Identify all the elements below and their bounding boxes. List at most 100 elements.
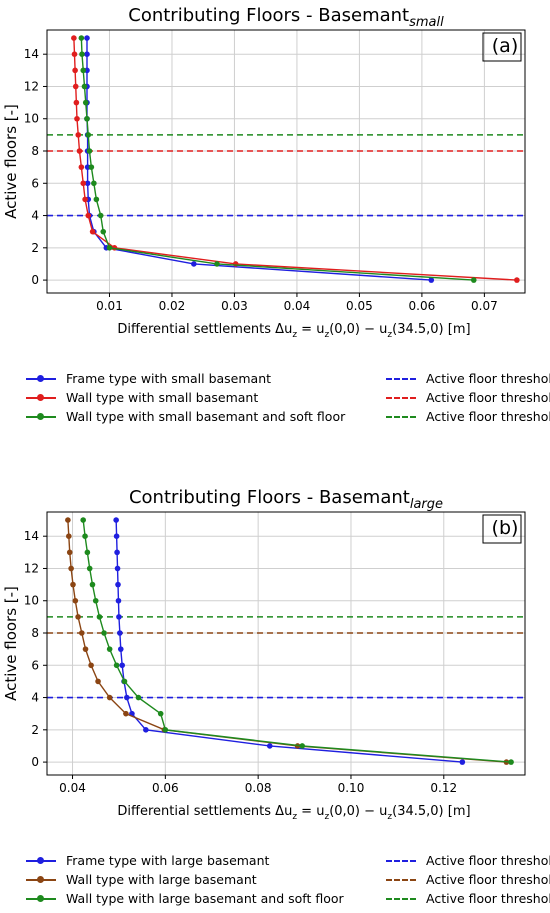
data-point xyxy=(100,228,107,235)
data-point xyxy=(70,581,76,588)
data-point xyxy=(135,694,142,701)
data-point xyxy=(115,597,122,604)
panel-label: (b) xyxy=(492,517,519,539)
legend-label: Wall type with large basemant and soft f… xyxy=(66,891,344,906)
data-point xyxy=(79,51,85,58)
data-point xyxy=(68,565,74,572)
data-point xyxy=(106,245,113,251)
x-tick-label: 0.04 xyxy=(284,299,311,313)
data-point xyxy=(459,759,466,765)
y-tick-label: 8 xyxy=(31,626,39,640)
data-point xyxy=(92,597,99,604)
data-point xyxy=(78,35,85,41)
data-point xyxy=(115,581,121,588)
data-point xyxy=(114,549,120,556)
x-tick-label: 0.04 xyxy=(59,781,86,795)
legend-marker xyxy=(37,857,44,864)
chart-panel-a: 0.01 0.02 0.03 0.04 0.05 0.06 0.07 0 2 4 6 8 10 12 14 C… xyxy=(2,5,526,340)
data-point xyxy=(72,67,78,74)
data-point xyxy=(117,646,124,652)
data-point xyxy=(80,517,86,523)
data-point xyxy=(93,196,100,203)
y-tick-label: 8 xyxy=(31,144,39,158)
y-axis-label: Active floors [-] xyxy=(2,586,20,701)
legend-label: Active floor threshold xyxy=(426,409,550,424)
data-point xyxy=(84,180,91,187)
x-axis-label: Differential settlements Δuz = uz(0,0) −… xyxy=(117,804,470,822)
x-tick-label: 0.06 xyxy=(152,781,179,795)
data-point xyxy=(84,549,91,556)
data-point xyxy=(113,662,120,669)
y-tick-label: 14 xyxy=(24,529,39,543)
data-point xyxy=(101,630,107,636)
data-point xyxy=(74,115,80,122)
data-point xyxy=(80,67,87,74)
y-tick-label: 14 xyxy=(24,47,39,61)
y-tick-label: 4 xyxy=(31,691,39,705)
panel-label: (a) xyxy=(492,35,518,57)
x-tick-label: 0.02 xyxy=(159,299,186,313)
data-point xyxy=(81,83,88,90)
panel-label-box xyxy=(482,514,522,544)
data-point xyxy=(89,228,96,235)
data-point xyxy=(71,51,78,58)
legend-label: Frame type with large basemant xyxy=(66,853,270,868)
data-point xyxy=(86,148,93,154)
data-point xyxy=(85,212,92,219)
legend-label: Active floor threshold xyxy=(426,853,550,868)
data-point xyxy=(84,115,90,122)
data-point xyxy=(143,727,149,733)
legend-swatch xyxy=(386,397,416,399)
data-point xyxy=(299,743,306,749)
x-tick-label: 0.06 xyxy=(409,299,436,313)
data-point xyxy=(106,694,113,701)
legend-label: Active floor threshold xyxy=(426,872,550,887)
legend-label: Wall type with small basemant xyxy=(66,390,259,405)
legend-swatch xyxy=(386,879,416,881)
data-point xyxy=(82,99,89,106)
legend-top: Frame type with small basemant Wall type … xyxy=(0,371,550,431)
data-point xyxy=(266,743,273,749)
legend-swatch xyxy=(386,898,416,900)
plot-frame xyxy=(46,511,526,776)
data-point xyxy=(124,694,130,701)
x-tick-label: 0.08 xyxy=(245,781,272,795)
y-tick-label: 4 xyxy=(31,209,39,223)
data-point xyxy=(95,678,101,685)
x-tick-label: 0.01 xyxy=(96,299,123,313)
data-point xyxy=(80,180,87,187)
data-point xyxy=(78,164,85,170)
y-tick-label: 6 xyxy=(31,176,39,190)
data-point xyxy=(85,132,92,138)
data-point xyxy=(157,710,164,717)
chart-title: Contributing Floors - Basemantsmall xyxy=(128,5,444,30)
legend-marker xyxy=(37,876,44,883)
x-tick-label: 0.03 xyxy=(221,299,248,313)
y-tick-label: 12 xyxy=(24,561,39,575)
legend-swatch xyxy=(386,860,416,862)
legend-marker xyxy=(37,394,44,401)
x-tick-label: 0.07 xyxy=(471,299,498,313)
y-tick-label: 2 xyxy=(31,241,39,255)
data-point xyxy=(514,277,520,283)
y-tick-label: 2 xyxy=(31,723,39,737)
data-point xyxy=(82,646,89,652)
y-tick-label: 0 xyxy=(31,755,39,769)
data-point xyxy=(82,196,88,203)
data-point xyxy=(88,662,94,669)
data-point xyxy=(82,533,88,540)
data-point xyxy=(114,565,121,572)
data-point xyxy=(84,35,90,41)
data-point xyxy=(117,630,123,636)
legend-label: Wall type with small basemant and soft f… xyxy=(66,409,346,424)
data-point xyxy=(191,261,197,267)
y-axis-label: Active floors [-] xyxy=(2,104,20,219)
legend-marker xyxy=(37,375,44,382)
series-line xyxy=(73,38,517,281)
data-point xyxy=(89,581,96,588)
legend-bottom: Frame type with large basemant Wall type … xyxy=(0,853,550,913)
data-point xyxy=(470,277,477,283)
legend-marker xyxy=(37,895,44,902)
y-tick-label: 6 xyxy=(31,658,39,672)
